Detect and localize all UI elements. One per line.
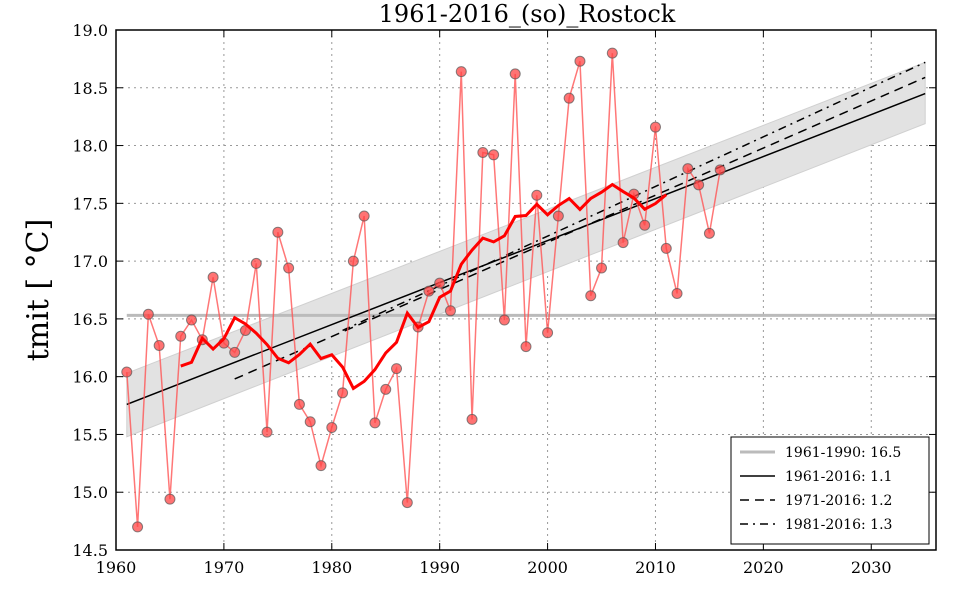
data-point bbox=[455, 66, 467, 78]
data-point bbox=[250, 257, 262, 269]
data-point bbox=[617, 237, 629, 249]
data-point bbox=[434, 277, 446, 289]
data-point bbox=[207, 271, 219, 283]
data-point bbox=[466, 413, 478, 425]
y-axis-label: tmit [ °C] bbox=[21, 219, 56, 362]
data-point bbox=[552, 210, 564, 222]
x-tick-label: 1960 bbox=[96, 558, 137, 577]
data-point bbox=[229, 346, 241, 358]
data-point bbox=[596, 262, 608, 274]
axis-ticks: 1960 1970 1980 1990 2000 2010 2020 2030 14.5 15.0… bbox=[72, 21, 936, 577]
data-point bbox=[639, 219, 651, 231]
data-point bbox=[347, 255, 359, 267]
chart-title: 1961-2016_(so)_Rostock bbox=[379, 0, 676, 28]
data-point bbox=[121, 366, 133, 378]
trend-line-solid bbox=[126, 92, 926, 406]
x-tick-label: 2010 bbox=[635, 558, 676, 577]
y-tick-label: 18.0 bbox=[72, 137, 108, 156]
running-mean-line bbox=[180, 182, 668, 391]
y-tick-label: 19.0 bbox=[72, 21, 108, 40]
data-point bbox=[649, 121, 661, 133]
data-point bbox=[531, 189, 543, 201]
y-tick-label: 17.5 bbox=[72, 194, 108, 213]
data-point bbox=[293, 398, 305, 410]
legend-label: 1971-2016: 1.2 bbox=[785, 493, 892, 509]
data-point bbox=[703, 227, 715, 239]
data-point bbox=[337, 387, 349, 399]
data-point bbox=[682, 163, 694, 175]
running-mean bbox=[180, 182, 668, 391]
legend: 1961-1990: 16.5 1961-2016: 1.1 1971-2016: … bbox=[730, 436, 930, 545]
data-point bbox=[272, 226, 284, 238]
data-point bbox=[283, 262, 295, 274]
data-point bbox=[175, 330, 187, 342]
data-point bbox=[585, 290, 597, 302]
data-point bbox=[606, 47, 618, 59]
data-point bbox=[358, 210, 370, 222]
data-point bbox=[660, 242, 672, 254]
data-point bbox=[315, 460, 327, 472]
data-point bbox=[488, 149, 500, 161]
data-point bbox=[444, 305, 456, 317]
data-point bbox=[261, 426, 273, 438]
data-point bbox=[132, 521, 144, 533]
data-point bbox=[391, 363, 403, 375]
data-point bbox=[542, 327, 554, 339]
data-point bbox=[423, 285, 435, 297]
y-tick-label: 17.0 bbox=[72, 252, 108, 271]
data-point bbox=[186, 314, 198, 326]
legend-label: 1961-1990: 16.5 bbox=[785, 445, 901, 461]
data-point bbox=[142, 308, 154, 320]
legend-label: 1981-2016: 1.3 bbox=[785, 517, 892, 533]
data-point bbox=[563, 92, 575, 104]
legend-label: 1961-2016: 1.1 bbox=[785, 469, 892, 485]
y-tick-label: 15.0 bbox=[72, 483, 108, 502]
y-tick-label: 16.5 bbox=[72, 310, 108, 329]
x-tick-label: 2030 bbox=[851, 558, 892, 577]
data-point bbox=[520, 341, 532, 353]
data-point bbox=[714, 164, 726, 176]
x-tick-label: 1970 bbox=[204, 558, 245, 577]
y-tick-label: 18.5 bbox=[72, 79, 108, 98]
data-point bbox=[401, 497, 413, 509]
plot-frame bbox=[115, 29, 937, 551]
data-point bbox=[153, 339, 165, 351]
data-series bbox=[121, 47, 726, 533]
data-point bbox=[498, 314, 510, 326]
data-point bbox=[369, 417, 381, 429]
y-tick-label: 16.0 bbox=[72, 368, 108, 387]
y-tick-label: 15.5 bbox=[72, 425, 108, 444]
data-point bbox=[574, 55, 586, 67]
data-point bbox=[509, 68, 521, 80]
data-point bbox=[693, 179, 705, 191]
x-tick-label: 2000 bbox=[527, 558, 568, 577]
data-point bbox=[164, 493, 176, 505]
x-tick-label: 2020 bbox=[743, 558, 784, 577]
y-tick-label: 14.5 bbox=[72, 541, 108, 560]
x-tick-label: 1990 bbox=[419, 558, 460, 577]
data-point bbox=[671, 287, 683, 299]
trend-line-dashed bbox=[234, 76, 926, 380]
legend-box bbox=[730, 436, 930, 545]
data-point bbox=[326, 422, 338, 434]
data-point bbox=[304, 416, 316, 428]
x-tick-label: 1980 bbox=[311, 558, 352, 577]
data-point bbox=[477, 146, 489, 158]
data-point bbox=[380, 383, 392, 395]
